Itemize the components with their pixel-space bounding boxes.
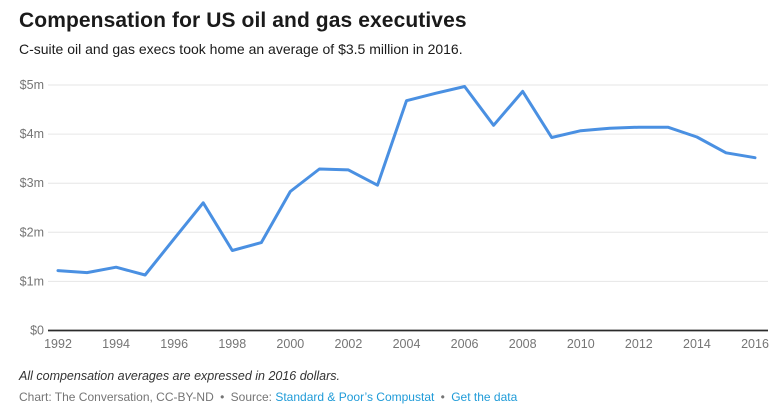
x-tick-label: 2002 bbox=[335, 337, 363, 351]
y-tick-label: $5m bbox=[20, 78, 44, 92]
x-tick-label: 2006 bbox=[451, 337, 479, 351]
x-tick-label: 2008 bbox=[509, 337, 537, 351]
x-tick-label: 1992 bbox=[44, 337, 72, 351]
credit-source-label: Source: bbox=[230, 390, 272, 404]
source-link[interactable]: Standard & Poor’s Compustat bbox=[275, 390, 435, 404]
x-tick-label: 2004 bbox=[393, 337, 421, 351]
y-tick-label: $1m bbox=[20, 274, 44, 288]
data-line bbox=[56, 85, 757, 277]
x-tick-label: 2012 bbox=[625, 337, 653, 351]
get-the-data-link[interactable]: Get the data bbox=[451, 390, 518, 404]
x-tick-label: 2014 bbox=[683, 337, 711, 351]
credit-separator-2: • bbox=[440, 390, 445, 404]
chart-title: Compensation for US oil and gas executiv… bbox=[19, 9, 467, 32]
credit-chart-attribution: Chart: The Conversation, CC-BY-ND bbox=[19, 390, 214, 404]
y-tick-label: $4m bbox=[20, 127, 44, 141]
x-tick-label: 2010 bbox=[567, 337, 595, 351]
x-tick-label: 2000 bbox=[276, 337, 304, 351]
x-tick-label: 1998 bbox=[218, 337, 246, 351]
chart-subtitle: C-suite oil and gas execs took home an a… bbox=[19, 41, 463, 57]
credit-separator: • bbox=[220, 390, 225, 404]
x-tick-label: 1996 bbox=[160, 337, 188, 351]
y-tick-label: $0 bbox=[30, 324, 44, 338]
credit-line: Chart: The Conversation, CC-BY-ND • Sour… bbox=[19, 390, 517, 404]
x-tick-label: 2016 bbox=[741, 337, 769, 351]
x-tick-label: 1994 bbox=[102, 337, 130, 351]
y-tick-label: $2m bbox=[20, 225, 44, 239]
footnote: All compensation averages are expressed … bbox=[19, 369, 341, 383]
y-tick-label: $3m bbox=[20, 176, 44, 190]
